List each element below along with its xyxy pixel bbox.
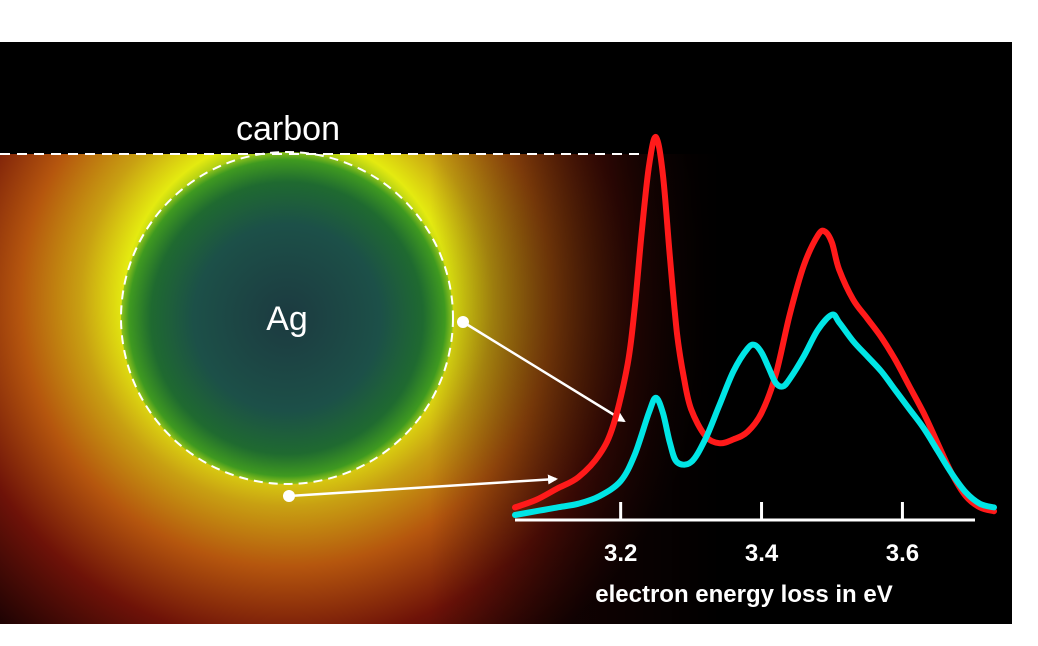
x-tick-label: 3.2 bbox=[604, 540, 637, 567]
tick-layer: 3.2 3.4 3.6 bbox=[604, 502, 919, 567]
x-axis-label: electron energy loss in eV bbox=[595, 581, 892, 608]
x-tick-label: 3.6 bbox=[886, 540, 919, 567]
particle-label: Ag bbox=[266, 300, 308, 338]
series-line-2 bbox=[512, 311, 997, 518]
spectrum-chart: 3.2 3.4 3.6 electron energy loss in eV bbox=[512, 133, 997, 608]
particle-outline bbox=[120, 151, 454, 485]
silver-particle bbox=[121, 152, 453, 484]
series-line-1 bbox=[512, 133, 997, 515]
edge-probe-arrow bbox=[462, 320, 626, 423]
x-tick-label: 3.4 bbox=[745, 540, 779, 567]
carbon-label: carbon bbox=[236, 110, 340, 148]
series-layer bbox=[512, 133, 997, 518]
bottom-probe-arrow bbox=[288, 474, 558, 498]
